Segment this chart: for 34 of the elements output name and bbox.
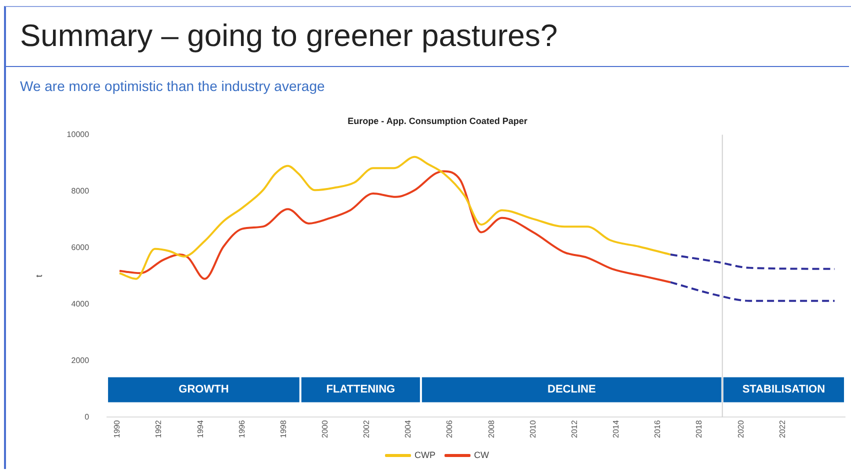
y-tick-label: 4000 [71, 299, 90, 308]
legend-label: CW [474, 450, 490, 460]
x-tick-label: 2006 [445, 420, 454, 438]
y-tick-label: 10000 [66, 130, 90, 140]
y-axis-title: t [34, 274, 44, 278]
y-tick-label: 6000 [71, 242, 90, 252]
y-tick-label: 2000 [71, 356, 90, 365]
line-series [669, 254, 836, 270]
x-tick-label: 2010 [528, 420, 538, 438]
x-tick-label: 2022 [778, 420, 787, 438]
band-label: FLATTENING [326, 384, 396, 396]
x-tick-label: 1996 [237, 420, 246, 438]
x-tick-label: 1994 [196, 420, 205, 438]
x-tick-label: 2000 [320, 420, 330, 438]
y-tick-label: 0 [84, 412, 90, 422]
text: Summary – going to greener pastures? [20, 18, 558, 54]
x-tick-label: 2020 [736, 420, 746, 438]
y-tick-label: 8000 [71, 186, 90, 196]
x-tick-label: 2014 [612, 420, 621, 438]
x-tick-label: 1992 [154, 420, 164, 438]
x-tick-label: 2012 [570, 420, 579, 438]
x-tick-label: 2002 [362, 420, 372, 438]
x-tick-label: 2018 [694, 420, 704, 438]
text: We are more optimistic than the industry average [20, 78, 325, 94]
x-tick-label: 1990 [112, 420, 122, 438]
x-tick-label: 2004 [404, 420, 413, 438]
x-tick-label: 2016 [653, 420, 662, 438]
legend-label: CWP [414, 450, 436, 460]
band-label: STABILISATION [742, 384, 826, 396]
band-label: DECLINE [548, 384, 596, 396]
x-tick-label: 1998 [278, 420, 288, 438]
band-label: GROWTH [178, 384, 229, 396]
chart-title: Europe - App. Consumption Coated Paper [348, 116, 528, 126]
x-tick-label: 2008 [486, 420, 496, 438]
